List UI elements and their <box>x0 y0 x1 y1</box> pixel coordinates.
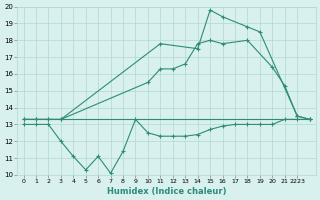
X-axis label: Humidex (Indice chaleur): Humidex (Indice chaleur) <box>107 187 226 196</box>
